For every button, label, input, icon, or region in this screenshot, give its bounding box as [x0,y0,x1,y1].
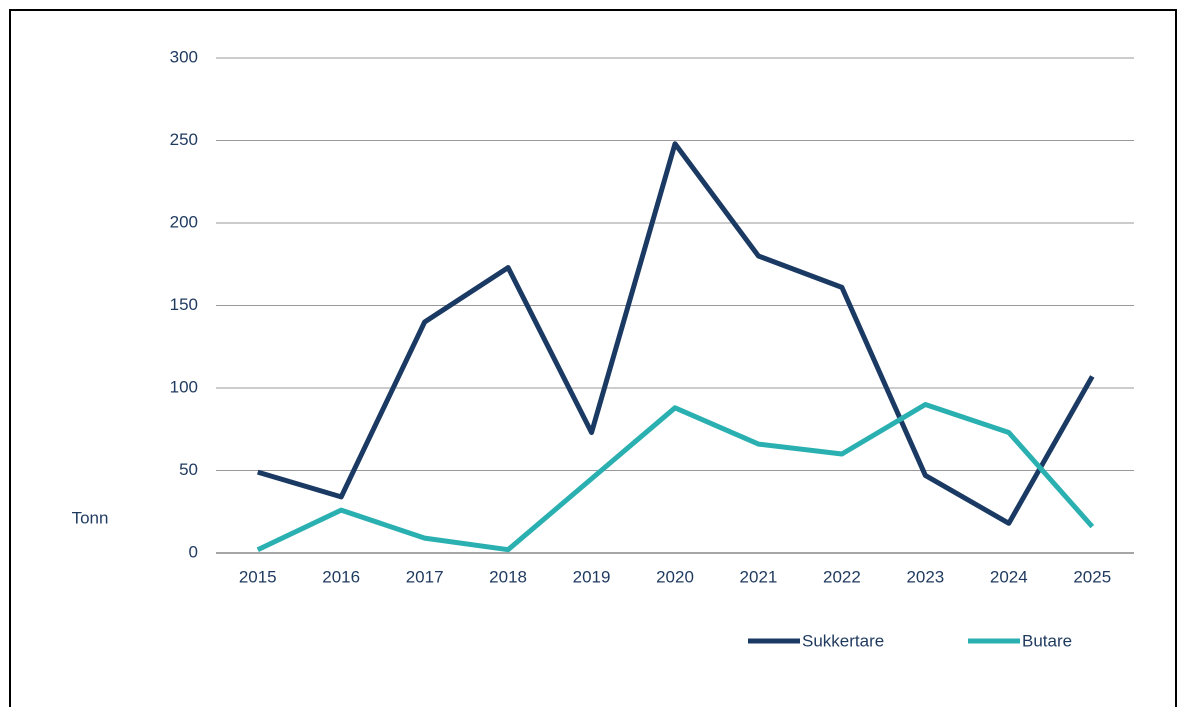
x-tick-label: 2024 [990,567,1028,586]
x-tick-label: 2020 [656,567,694,586]
x-tick-label: 2017 [406,567,444,586]
x-tick-label: 2018 [489,567,527,586]
y-tick-label: 250 [170,130,198,149]
frame [9,9,1177,707]
legend-label: Sukkertare [802,631,884,650]
legend-label: Butare [1022,631,1072,650]
series-line [257,141,1095,526]
x-tick-label: 2022 [823,567,861,586]
y-tick-label: 200 [170,212,198,231]
y-axis-label: Tonn [72,508,109,527]
y-tick-label: 300 [170,47,198,66]
series-line [256,402,1095,553]
x-tick-label: 2019 [573,567,611,586]
x-tick-label: 2023 [906,567,944,586]
x-tick-label: 2016 [322,567,360,586]
x-tick-label: 2025 [1073,567,1111,586]
y-tick-label: 0 [189,542,198,561]
y-tick-label: 150 [170,295,198,314]
x-tick-label: 2021 [740,567,778,586]
x-tick-label: 2015 [239,567,277,586]
y-tick-label: 100 [170,377,198,396]
y-tick-label: 50 [179,460,198,479]
